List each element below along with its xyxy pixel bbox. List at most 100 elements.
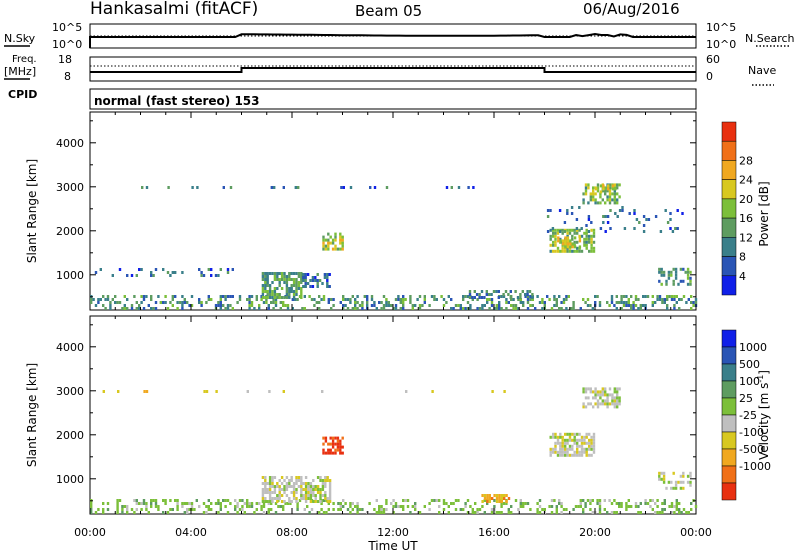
range-gate-cell: [276, 287, 279, 290]
range-gate-cell: [633, 212, 636, 215]
range-gate-cell: [154, 268, 158, 271]
range-gate-cell: [585, 237, 588, 241]
range-gate-cell: [668, 505, 671, 508]
log-lo-right: 10^0: [706, 38, 736, 51]
range-gate-cell: [152, 499, 155, 502]
range-gate-cell: [321, 390, 324, 393]
range-gate-cell: [639, 502, 642, 505]
range-gate-cell: [336, 448, 340, 452]
range-gate-cell: [285, 296, 289, 299]
range-gate-cell: [594, 393, 597, 397]
range-gate-cell: [339, 301, 342, 304]
range-gate-cell: [308, 511, 311, 514]
range-gate-cell: [279, 505, 282, 508]
range-gate-cell: [606, 511, 609, 514]
range-gate-cell: [616, 387, 619, 391]
range-gate-cell: [116, 511, 119, 514]
range-gate-cell: [662, 270, 666, 274]
range-gate-cell: [685, 511, 688, 514]
range-gate-cell: [207, 508, 210, 511]
range-gate-cell: [582, 198, 585, 202]
range-gate-cell: [529, 295, 532, 298]
range-gate-cell: [686, 282, 690, 286]
range-gate-cell: [246, 502, 249, 505]
range-gate-cell: [356, 502, 359, 505]
range-gate-cell: [566, 245, 570, 249]
range-gate-cell: [344, 298, 347, 301]
range-gate-cell: [665, 279, 668, 283]
range-gate-cell: [673, 304, 676, 307]
range-gate-cell: [264, 482, 267, 485]
range-gate-cell: [278, 491, 281, 494]
range-gate-cell: [556, 441, 560, 445]
range-gate-cell: [311, 279, 315, 282]
range-gate-cell: [203, 390, 206, 393]
velocity-echo-region: [90, 499, 698, 514]
range-gate-cell: [123, 505, 126, 508]
range-gate-cell: [466, 295, 470, 298]
range-gate-cell: [219, 505, 222, 508]
range-gate-cell: [157, 505, 160, 508]
range-gate-cell: [302, 276, 305, 279]
range-gate-cell: [140, 301, 143, 304]
range-gate-cell: [566, 249, 569, 253]
range-gate-cell: [290, 491, 293, 494]
range-gate-cell: [561, 249, 564, 253]
range-gate-cell: [295, 482, 298, 485]
range-gate-cell: [585, 441, 588, 445]
range-gate-cell: [114, 295, 117, 298]
range-gate-cell: [309, 482, 313, 485]
range-gate-cell: [587, 201, 590, 205]
range-gate-cell: [583, 237, 586, 241]
range-gate-cell: [681, 212, 684, 215]
range-gate-cell: [327, 298, 330, 301]
velocity-colorbar-label-exp: -1: [756, 375, 765, 383]
range-gate-cell: [582, 201, 585, 205]
range-gate-cell: [295, 497, 298, 500]
range-gate-cell: [663, 301, 666, 304]
range-gate-cell: [282, 304, 285, 307]
range-gate-cell: [554, 240, 557, 244]
range-gate-cell: [560, 301, 563, 304]
range-gate-cell: [316, 285, 319, 288]
range-gate-cell: [462, 508, 465, 511]
range-gate-cell: [514, 304, 518, 307]
range-gate-cell: [145, 505, 148, 508]
range-gate-cell: [304, 279, 307, 282]
colorbar-segment: [721, 329, 737, 348]
range-gate-cell: [423, 298, 426, 301]
range-gate-cell: [481, 505, 484, 508]
colorbar-segment: [721, 397, 737, 416]
range-gate-cell: [196, 186, 199, 189]
range-gate-cell: [536, 511, 539, 514]
range-gate-cell: [579, 499, 582, 502]
range-gate-cell: [594, 396, 597, 400]
range-gate-cell: [616, 399, 619, 403]
range-gate-cell: [300, 488, 303, 491]
range-gate-cell: [290, 272, 293, 275]
range-gate-cell: [607, 184, 610, 188]
range-gate-cell: [188, 502, 191, 505]
range-gate-cell: [692, 304, 695, 307]
range-gate-cell: [678, 511, 681, 514]
range-gate-cell: [599, 184, 603, 188]
range-gate-cell: [559, 432, 562, 436]
log-hi-right: 10^5: [706, 21, 736, 34]
range-gate-cell: [312, 485, 315, 488]
range-gate-cell: [394, 505, 398, 508]
range-gate-cell: [630, 295, 633, 298]
range-gate-cell: [250, 505, 254, 508]
range-gate-cell: [687, 511, 690, 514]
range-gate-cell: [483, 511, 486, 514]
range-gate-cell: [261, 296, 265, 299]
range-gate-cell: [579, 307, 582, 310]
range-gate-cell: [667, 276, 671, 280]
range-gate-cell: [616, 183, 619, 187]
range-gate-cell: [193, 508, 196, 511]
range-gate-cell: [295, 293, 298, 296]
range-gate-cell: [670, 298, 674, 301]
range-gate-cell: [109, 307, 112, 310]
range-gate-cell: [246, 298, 249, 301]
range-gate-cell: [323, 273, 327, 276]
range-gate-cell: [236, 511, 239, 514]
